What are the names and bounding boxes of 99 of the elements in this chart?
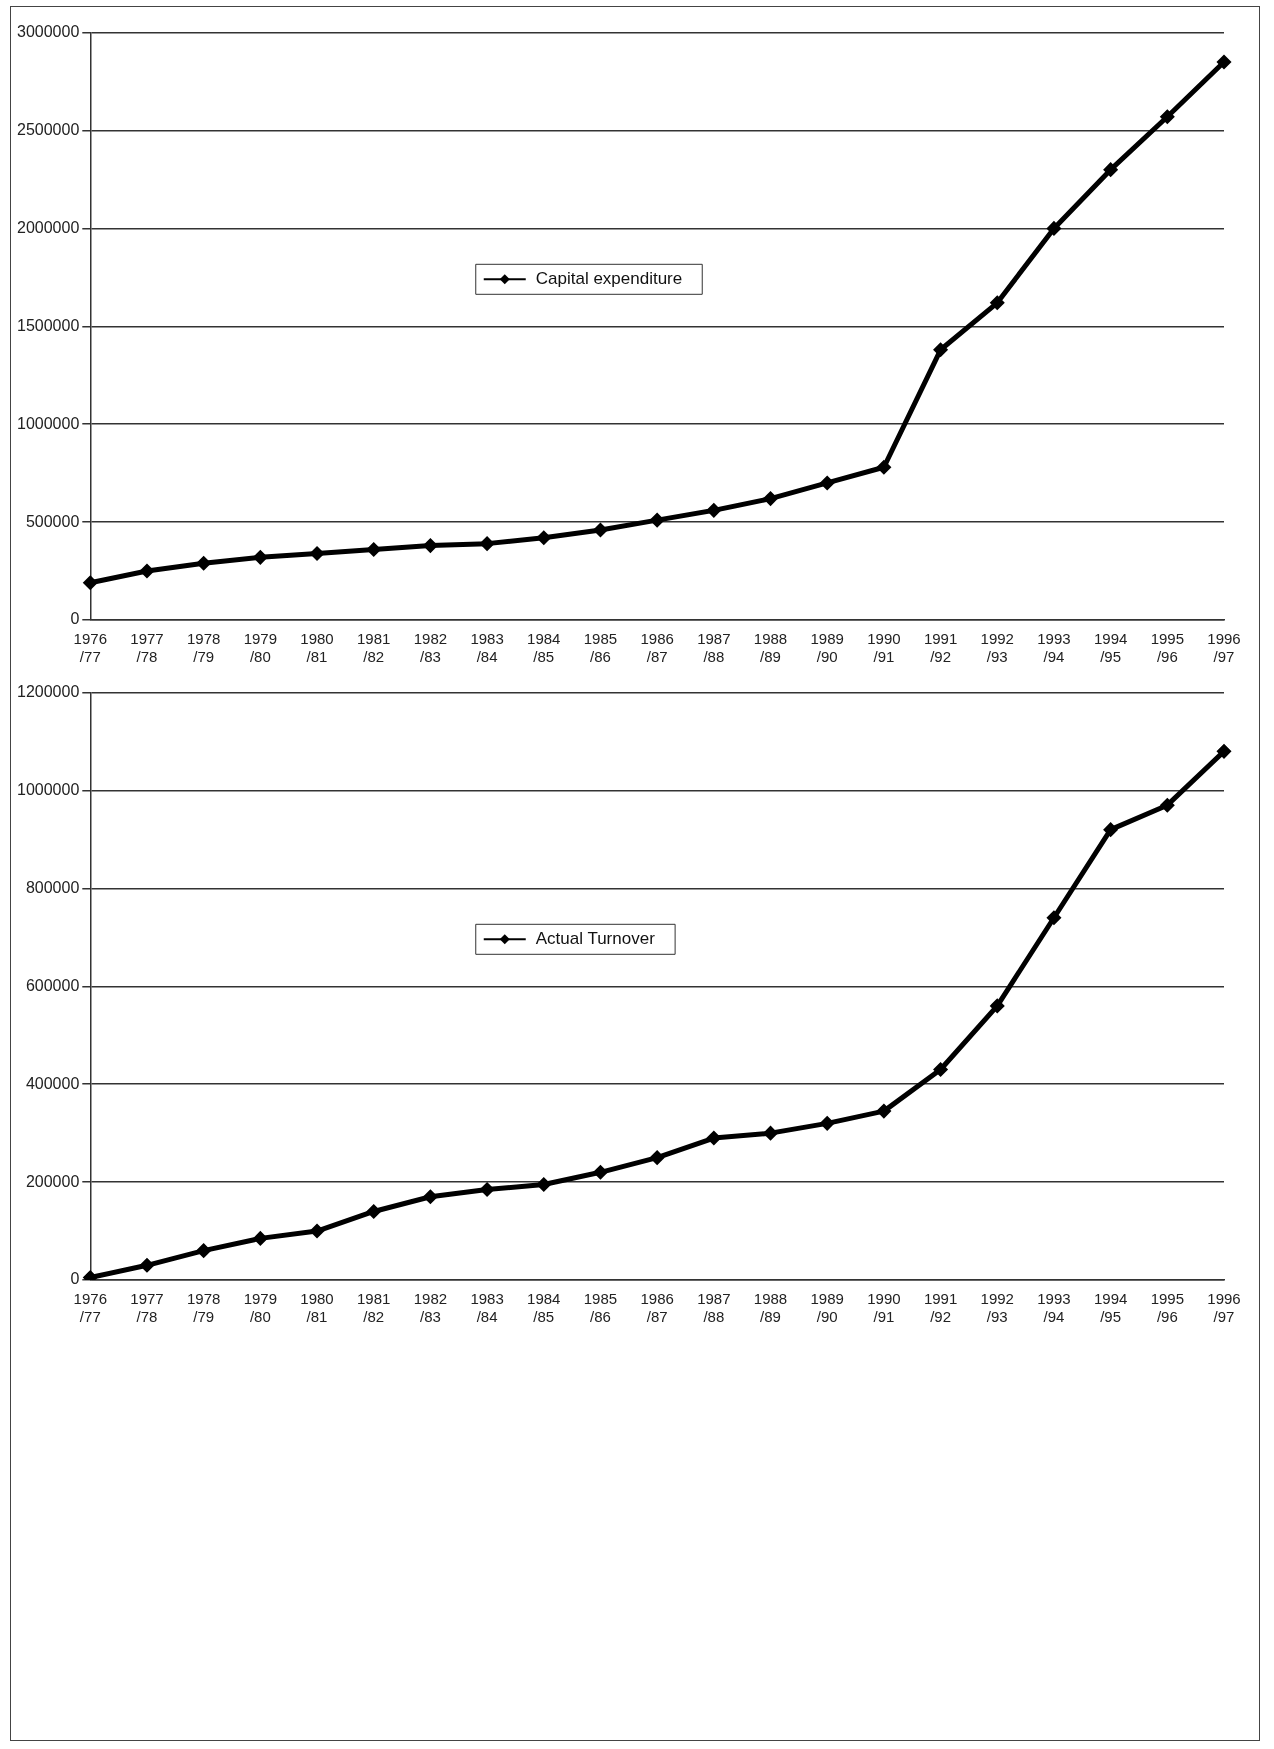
x-tick-label: 1983/84 xyxy=(470,630,504,666)
point xyxy=(877,1104,891,1118)
point xyxy=(877,460,891,474)
y-tick-label: 200000 xyxy=(25,1172,80,1190)
x-tick-label: 1979/80 xyxy=(243,630,278,666)
x-tick-label: 1995/96 xyxy=(1150,630,1184,666)
point xyxy=(253,550,267,564)
point xyxy=(707,1131,721,1145)
x-tick-label: 1986/87 xyxy=(640,630,674,666)
point xyxy=(83,576,97,590)
point xyxy=(934,343,948,357)
point xyxy=(423,1190,437,1204)
point xyxy=(990,999,1004,1013)
y-tick-label: 400000 xyxy=(25,1074,80,1092)
x-tick-label: 1982/83 xyxy=(413,1290,448,1326)
y-tick-label: 800000 xyxy=(25,878,80,896)
point xyxy=(650,513,664,527)
y-tick-label: 600000 xyxy=(25,976,80,994)
x-tick-label: 1985/86 xyxy=(583,1290,618,1326)
x-tick-label: 1987/88 xyxy=(697,630,731,666)
point xyxy=(197,1244,211,1258)
point xyxy=(197,556,211,570)
point xyxy=(1104,163,1118,177)
y-tick-label: 1200000 xyxy=(16,683,80,701)
x-tick-label: 1993/94 xyxy=(1037,630,1071,666)
point xyxy=(537,1178,551,1192)
point xyxy=(820,1116,834,1130)
x-tick-label: 1980/81 xyxy=(300,630,334,666)
x-tick-label: 1991/92 xyxy=(923,630,958,666)
point xyxy=(764,492,778,506)
x-tick-label: 1977/78 xyxy=(130,630,164,666)
x-tick-label: 1980/81 xyxy=(300,1290,334,1326)
point xyxy=(934,1063,948,1077)
x-tick-label: 1984/85 xyxy=(527,630,561,666)
x-tick-label: 1992/93 xyxy=(980,630,1014,666)
x-tick-label: 1979/80 xyxy=(243,1290,278,1326)
point xyxy=(820,476,834,490)
y-tick-label: 0 xyxy=(70,1270,80,1288)
point xyxy=(1217,744,1231,758)
point xyxy=(1217,55,1231,69)
y-tick-label: 2000000 xyxy=(16,218,80,236)
x-tick-label: 1996/97 xyxy=(1207,1290,1241,1326)
x-tick-label: 1978/79 xyxy=(186,1290,221,1326)
x-tick-label: 1992/93 xyxy=(980,1290,1014,1326)
point xyxy=(1104,823,1118,837)
y-tick-label: 2500000 xyxy=(16,120,80,138)
point xyxy=(367,1204,381,1218)
x-tick-label: 1981/82 xyxy=(357,630,391,666)
point xyxy=(650,1151,664,1165)
x-tick-label: 1976/77 xyxy=(73,630,107,666)
x-tick-label: 1996/97 xyxy=(1207,630,1241,666)
point xyxy=(1160,798,1174,812)
point xyxy=(1160,110,1174,124)
point xyxy=(480,537,494,551)
x-tick-label: 1983/84 xyxy=(470,1290,504,1326)
point xyxy=(367,543,381,557)
point xyxy=(1047,911,1061,925)
x-tick-label: 1986/87 xyxy=(640,1290,674,1326)
x-tick-label: 1994/95 xyxy=(1093,1290,1128,1326)
x-tick-label: 1981/82 xyxy=(357,1290,391,1326)
legend-label: Actual Turnover xyxy=(535,929,656,948)
x-tick-label: 1991/92 xyxy=(923,1290,958,1326)
x-tick-label: 1994/95 xyxy=(1093,630,1128,666)
point xyxy=(253,1231,267,1245)
point xyxy=(537,531,551,545)
point xyxy=(310,1224,324,1238)
point xyxy=(480,1182,494,1196)
x-tick-label: 1993/94 xyxy=(1037,1290,1071,1326)
point xyxy=(764,1126,778,1140)
x-tick-label: 1982/83 xyxy=(413,630,448,666)
x-tick-label: 1985/86 xyxy=(583,630,618,666)
x-tick-label: 1987/88 xyxy=(697,1290,731,1326)
point xyxy=(593,1165,607,1179)
y-tick-label: 500000 xyxy=(25,512,80,530)
point xyxy=(990,296,1004,310)
x-tick-label: 1988/89 xyxy=(753,1290,788,1326)
point xyxy=(140,564,154,578)
x-tick-label: 1988/89 xyxy=(753,630,788,666)
point xyxy=(707,503,721,517)
legend-label: Capital expenditure xyxy=(535,269,683,288)
x-tick-label: 1978/79 xyxy=(186,630,221,666)
y-tick-label: 1000000 xyxy=(16,780,80,798)
point xyxy=(310,546,324,560)
x-tick-label: 1989/90 xyxy=(810,1290,844,1326)
point xyxy=(593,523,607,537)
x-tick-label: 1977/78 xyxy=(130,1290,164,1326)
y-tick-label: 1500000 xyxy=(16,316,80,334)
x-tick-label: 1990/91 xyxy=(867,630,901,666)
x-tick-label: 1984/85 xyxy=(527,1290,561,1326)
point xyxy=(423,539,437,553)
y-tick-label: 0 xyxy=(70,610,80,628)
x-tick-label: 1990/91 xyxy=(867,1290,901,1326)
y-tick-label: 3000000 xyxy=(16,23,80,41)
x-tick-label: 1989/90 xyxy=(810,630,844,666)
x-tick-label: 1995/96 xyxy=(1150,1290,1184,1326)
x-tick-label: 1976/77 xyxy=(73,1290,107,1326)
point xyxy=(140,1258,154,1272)
point xyxy=(1047,221,1061,235)
y-tick-label: 1000000 xyxy=(16,414,80,432)
